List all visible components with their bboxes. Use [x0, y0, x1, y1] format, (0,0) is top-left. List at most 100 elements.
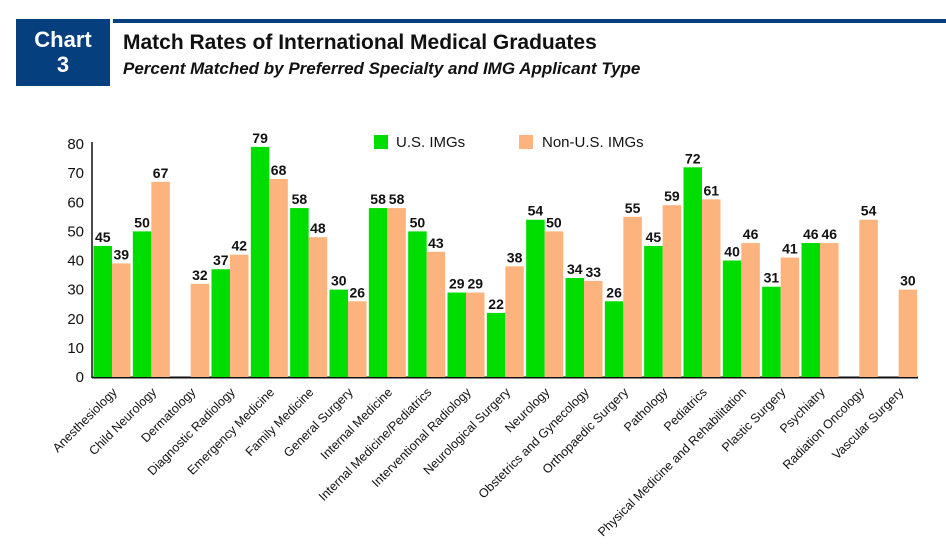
data-label: 42	[231, 238, 247, 254]
bar-us-imgs	[211, 269, 230, 377]
chart-title: Match Rates of International Medical Gra…	[123, 31, 597, 54]
bar-non-us-imgs	[387, 208, 406, 377]
data-label: 54	[861, 203, 877, 219]
y-tick-label: 30	[67, 282, 84, 299]
data-label: 26	[349, 284, 365, 300]
bar-non-us-imgs	[820, 243, 839, 377]
bar-us-imgs	[526, 219, 545, 377]
y-tick-label: 70	[67, 165, 84, 182]
bar-non-us-imgs	[741, 243, 760, 377]
bar-us-imgs	[801, 243, 820, 377]
y-tick-label: 80	[67, 136, 84, 153]
bar-non-us-imgs	[662, 205, 682, 377]
y-tick-label: 0	[76, 369, 84, 386]
bar-us-imgs	[290, 208, 309, 377]
data-label: 29	[449, 276, 465, 292]
legend-swatch-us-imgs	[374, 135, 388, 149]
bar-us-imgs	[132, 231, 152, 377]
data-label: 58	[370, 191, 386, 207]
bar-non-us-imgs	[426, 251, 446, 377]
x-tick-label: Physical Medicine and Rehabilitation	[595, 385, 749, 539]
data-label: 31	[764, 270, 780, 286]
bar-us-imgs	[486, 312, 506, 377]
bar-us-imgs	[368, 208, 388, 377]
data-label: 29	[467, 276, 483, 292]
y-tick-label: 40	[67, 253, 84, 270]
bar-us-imgs	[722, 260, 742, 377]
bar-us-imgs	[683, 167, 702, 377]
bar-us-imgs	[93, 245, 112, 377]
data-label: 59	[664, 188, 680, 204]
badge-line-2: 3	[56, 52, 70, 77]
data-label: 41	[782, 241, 798, 257]
data-label: 30	[900, 273, 916, 289]
data-label: 54	[528, 203, 544, 219]
legend-swatch-non-us-imgs	[519, 135, 533, 149]
y-tick-label: 20	[67, 311, 84, 328]
badge-line-1: Chart	[34, 27, 92, 52]
data-label: 50	[546, 214, 562, 230]
x-tick-label: Family Medicine	[243, 385, 317, 459]
data-label: 48	[310, 220, 326, 236]
bar-us-imgs	[565, 277, 584, 377]
bar-non-us-imgs	[702, 199, 721, 377]
x-tick-label: Internal Medicine	[318, 385, 395, 462]
header-rule	[113, 19, 946, 23]
bar-us-imgs	[329, 289, 348, 377]
data-label: 79	[252, 130, 268, 146]
data-label: 22	[488, 296, 504, 312]
data-label: 43	[428, 235, 444, 251]
data-label: 46	[803, 226, 819, 242]
bar-non-us-imgs	[348, 301, 367, 377]
bar-non-us-imgs	[269, 178, 288, 377]
bar-us-imgs	[250, 146, 270, 377]
data-label: 30	[331, 273, 347, 289]
bar-non-us-imgs	[623, 216, 642, 377]
data-label: 67	[153, 165, 169, 181]
y-tick-label: 50	[67, 223, 84, 240]
bar-non-us-imgs	[466, 292, 485, 377]
data-label: 33	[585, 264, 601, 280]
bar-non-us-imgs	[898, 289, 918, 377]
data-label: 58	[292, 191, 308, 207]
bar-non-us-imgs	[780, 257, 800, 377]
data-label: 39	[113, 246, 129, 262]
bar-non-us-imgs	[151, 181, 170, 377]
data-label: 45	[95, 229, 111, 245]
data-label: 40	[724, 244, 740, 260]
bar-us-imgs	[408, 231, 427, 377]
bar-us-imgs	[644, 245, 663, 377]
data-label: 37	[213, 252, 229, 268]
data-label: 58	[389, 191, 405, 207]
data-label: 46	[743, 226, 759, 242]
legend: U.S. IMGs Non-U.S. IMGs	[374, 134, 644, 151]
y-tick-label: 60	[67, 194, 84, 211]
data-label: 32	[192, 267, 208, 283]
y-tick-label: 10	[67, 340, 84, 357]
x-tick-label: Child Neurology	[86, 385, 159, 458]
data-label: 34	[567, 261, 583, 277]
bar-non-us-imgs	[505, 266, 524, 377]
data-label: 50	[134, 214, 150, 230]
bar-non-us-imgs	[112, 263, 131, 377]
legend-label-us-imgs: U.S. IMGs	[396, 134, 465, 151]
data-label: 45	[646, 229, 662, 245]
bar-us-imgs	[762, 286, 781, 377]
x-tick-label: Anesthesiology	[50, 385, 120, 455]
data-label: 72	[685, 150, 701, 166]
data-label: 50	[410, 214, 426, 230]
chart-number-badge: Chart 3	[16, 19, 110, 86]
bar-non-us-imgs	[584, 280, 603, 377]
bar-non-us-imgs	[308, 237, 328, 377]
bar-non-us-imgs	[544, 231, 564, 377]
bar-us-imgs	[447, 292, 466, 377]
data-label: 46	[821, 226, 837, 242]
chart-subtitle: Percent Matched by Preferred Specialty a…	[123, 59, 641, 78]
data-label: 55	[625, 200, 641, 216]
data-label: 38	[507, 249, 523, 265]
data-label: 26	[606, 284, 622, 300]
legend-label-non-us-imgs: Non-U.S. IMGs	[542, 134, 644, 151]
bar-non-us-imgs	[859, 219, 878, 377]
bar-us-imgs	[604, 301, 624, 377]
